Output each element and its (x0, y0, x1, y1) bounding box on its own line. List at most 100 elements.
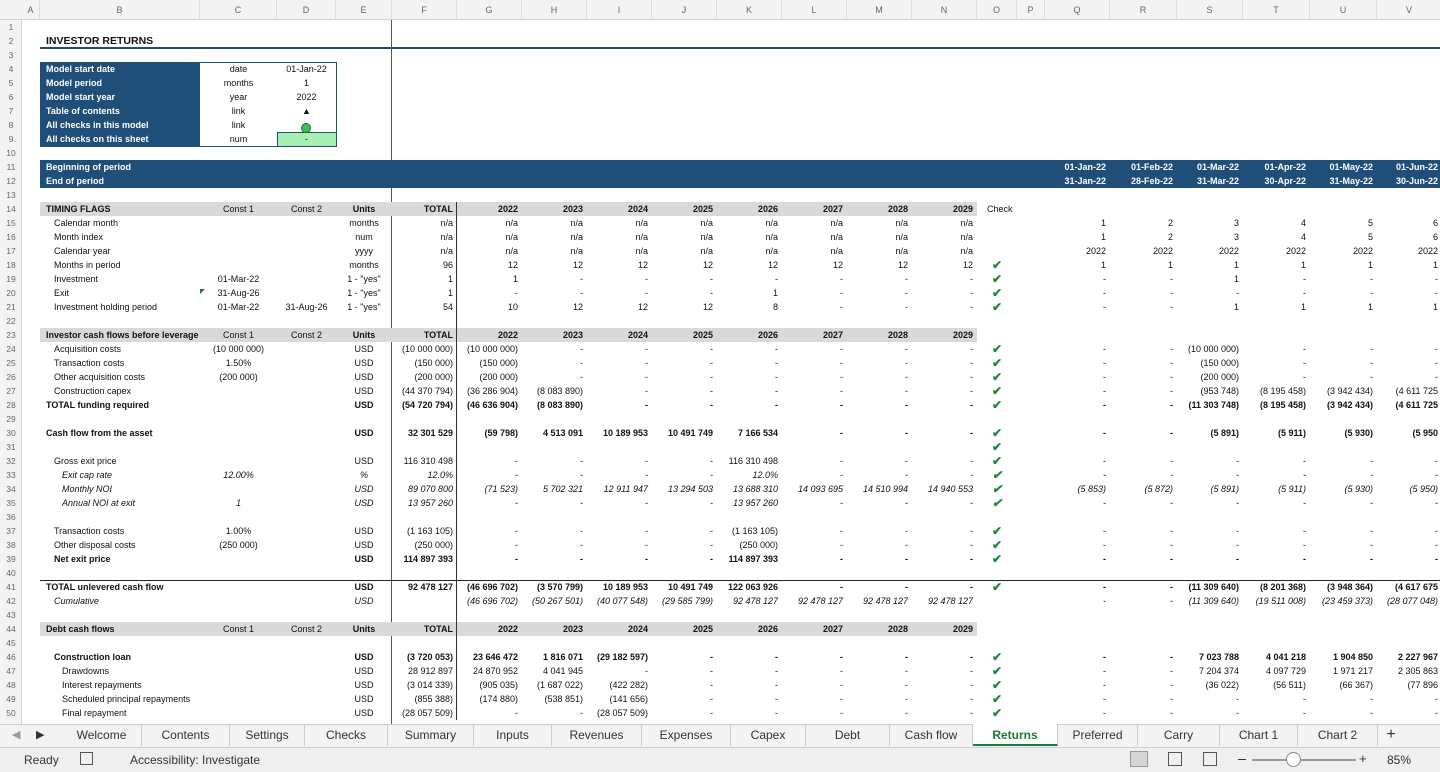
page-break-view[interactable] (1203, 752, 1217, 766)
sheet-tab[interactable]: Expenses (642, 724, 731, 746)
total-column-border (456, 300, 457, 314)
column-header: L (782, 0, 847, 20)
cell: 1 - "yes" (347, 274, 381, 284)
cell: - (1103, 470, 1106, 480)
cell: 01-Jan-22 (286, 64, 327, 74)
cell: USD (354, 526, 374, 536)
total-column-border (456, 244, 457, 258)
cell: - (1236, 554, 1239, 564)
scroll-left[interactable]: ◀ (12, 729, 21, 741)
cell: 1 (1100, 260, 1106, 270)
column-header: Q (1045, 0, 1110, 20)
cell: - (1370, 274, 1373, 284)
macro-icon[interactable] (80, 752, 93, 765)
cell: (200 000) (1200, 372, 1239, 382)
cell: 14 940 553 (927, 484, 973, 494)
cell: 01-Jan-22 (1064, 162, 1106, 172)
check-indicator (301, 123, 311, 133)
sheet-tab[interactable]: Chart 2 (1298, 724, 1378, 746)
cell: 12 (572, 260, 583, 270)
cell: USD (354, 344, 374, 354)
cell: (28 057 509) (401, 708, 453, 718)
cell: 12 (637, 302, 648, 312)
page-layout-view[interactable] (1168, 752, 1182, 766)
cell: ✔ (991, 342, 1003, 356)
cell: 6 (1432, 232, 1438, 242)
zoom-out[interactable] (1238, 759, 1246, 760)
row-number: 34 (6, 484, 16, 494)
cell: 2023 (562, 330, 583, 340)
sheet-tab[interactable]: Chart 1 (1220, 724, 1298, 746)
cell: - (1170, 344, 1173, 354)
column-header: V (1377, 0, 1440, 20)
total-column-border (456, 384, 457, 398)
scroll-right[interactable]: ▶ (36, 729, 45, 741)
cell: - (1435, 526, 1438, 536)
column-header: F (392, 0, 457, 20)
sheet-tab[interactable]: Revenues (552, 724, 642, 746)
cell: - (580, 344, 583, 354)
sheet-tab[interactable]: Capex (731, 724, 806, 746)
zoom-in[interactable]: + (1359, 751, 1367, 766)
cell: ✔ (991, 706, 1003, 720)
sheet-tab[interactable]: Checks (305, 724, 388, 746)
cell: - (515, 526, 518, 536)
normal-view[interactable] (1130, 751, 1148, 767)
sheet-tab[interactable]: Carry (1138, 724, 1220, 746)
cell: 5 (1367, 218, 1373, 228)
cell: - (775, 666, 778, 676)
zoom-level[interactable]: 85% (1387, 753, 1412, 767)
cell: 12 (702, 260, 713, 270)
cell: Drawdowns (62, 666, 110, 676)
cell: - (710, 652, 713, 662)
sheet-tab[interactable]: Cash flow (890, 724, 973, 746)
cell: (23 459 373) (1321, 596, 1373, 606)
cell: (50 267 501) (531, 596, 583, 606)
cell: - (580, 372, 583, 382)
cell: 1 - "yes" (347, 302, 381, 312)
sheet-tab[interactable]: Inputs (474, 724, 552, 746)
sheet-tab[interactable]: Preferred (1058, 724, 1138, 746)
cell: All checks on this sheet (46, 134, 149, 144)
sheet-tab[interactable]: Debt (806, 724, 890, 746)
column-header: D (277, 0, 336, 20)
cell: 1 904 850 (1332, 652, 1373, 662)
cell: 2028 (887, 624, 908, 634)
cell: - (775, 680, 778, 690)
cell: - (840, 470, 843, 480)
cell: ✔ (991, 552, 1003, 566)
zoom-slider[interactable] (1252, 759, 1356, 761)
cell: (46 696 702) (466, 596, 518, 606)
cell: - (1370, 358, 1373, 368)
sheet-tab[interactable]: Returns (973, 724, 1058, 746)
cell: (5 872) (1144, 484, 1173, 494)
cell: ✔ (991, 272, 1003, 286)
sheet-tab[interactable]: Welcome (62, 724, 142, 746)
sheet-tab[interactable]: Summary (388, 724, 474, 746)
row-number: 15 (6, 218, 16, 228)
cell: 1 (1233, 302, 1239, 312)
cell: 1 - "yes" (347, 288, 381, 298)
cell: Annual NOI at exit (62, 498, 136, 508)
cell: n/a (765, 218, 778, 228)
zoom-thumb[interactable] (1286, 752, 1301, 767)
cell: ✔ (991, 692, 1003, 706)
row-number: 33 (6, 470, 16, 480)
cell: - (905, 582, 908, 592)
cell: - (775, 694, 778, 704)
cell: 2022 (1285, 246, 1306, 256)
sheet-tab[interactable]: Contents (142, 724, 230, 746)
accessibility-status[interactable]: Accessibility: Investigate (130, 753, 261, 767)
sheet-tab[interactable]: Settings (230, 724, 305, 746)
cell: - (840, 666, 843, 676)
cell: - (1170, 680, 1173, 690)
row-number: 50 (6, 708, 16, 718)
cell: End of period (46, 176, 104, 186)
cell: - (1170, 498, 1173, 508)
add-sheet[interactable]: + (1386, 726, 1396, 743)
cell: - (1170, 400, 1173, 410)
cell: - (645, 554, 648, 564)
cell: n/a (960, 232, 973, 242)
cell: 1 (772, 288, 778, 298)
row-number: 35 (6, 498, 16, 508)
